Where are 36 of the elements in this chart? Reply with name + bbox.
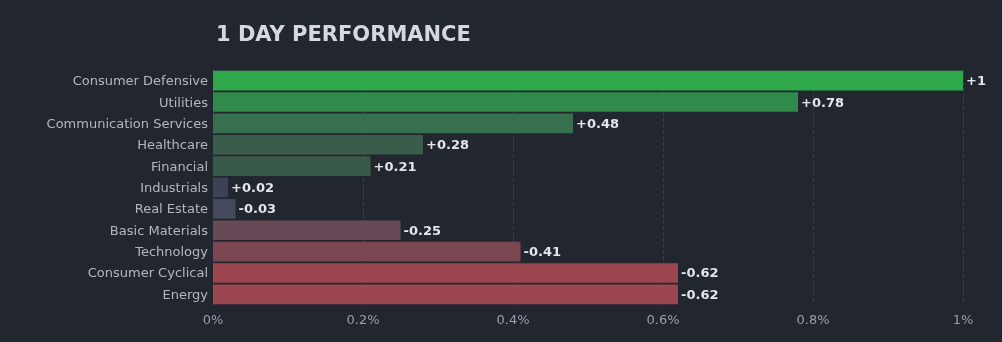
data-label: +0.48 [576, 115, 619, 131]
x-tick-label: 0.2% [346, 312, 380, 327]
x-tick-label: 0.6% [646, 312, 680, 327]
y-tick-label: Real Estate [134, 201, 208, 217]
chart-title: 1 DAY PERFORMANCE [216, 21, 471, 46]
y-tick-label: Utilities [159, 94, 209, 110]
data-label: +0.28 [426, 137, 469, 153]
data-label: -0.62 [681, 286, 719, 302]
y-tick-label: Technology [134, 244, 209, 260]
bar [213, 241, 521, 262]
bar [213, 177, 228, 198]
data-label: -0.03 [238, 201, 276, 217]
data-label: +1 [966, 73, 986, 89]
y-tick-label: Healthcare [137, 137, 208, 153]
bar [213, 113, 573, 134]
x-tick-label: 0% [202, 312, 224, 327]
bar [213, 220, 401, 241]
bar [213, 70, 963, 91]
data-label: -0.41 [523, 244, 561, 260]
data-label: -0.25 [403, 222, 441, 238]
x-tick-label: 1% [952, 312, 974, 327]
y-tick-label: Energy [162, 286, 209, 302]
y-tick-label: Basic Materials [109, 222, 209, 238]
bar [213, 199, 236, 219]
bar [213, 92, 798, 112]
y-tick-label: Communication Services [46, 115, 209, 131]
data-label: +0.02 [231, 180, 274, 195]
data-label: +0.21 [373, 158, 417, 174]
y-tick-label: Consumer Defensive [72, 73, 208, 89]
y-tick-label: Industrials [140, 180, 209, 195]
x-tick-label: 0.8% [796, 312, 830, 327]
data-label: -0.62 [681, 265, 719, 281]
x-tick-label: 0.4% [496, 312, 530, 327]
y-tick-label: Financial [151, 158, 208, 174]
y-tick-label: Consumer Cyclical [87, 265, 208, 281]
data-label: +0.78 [801, 94, 844, 110]
